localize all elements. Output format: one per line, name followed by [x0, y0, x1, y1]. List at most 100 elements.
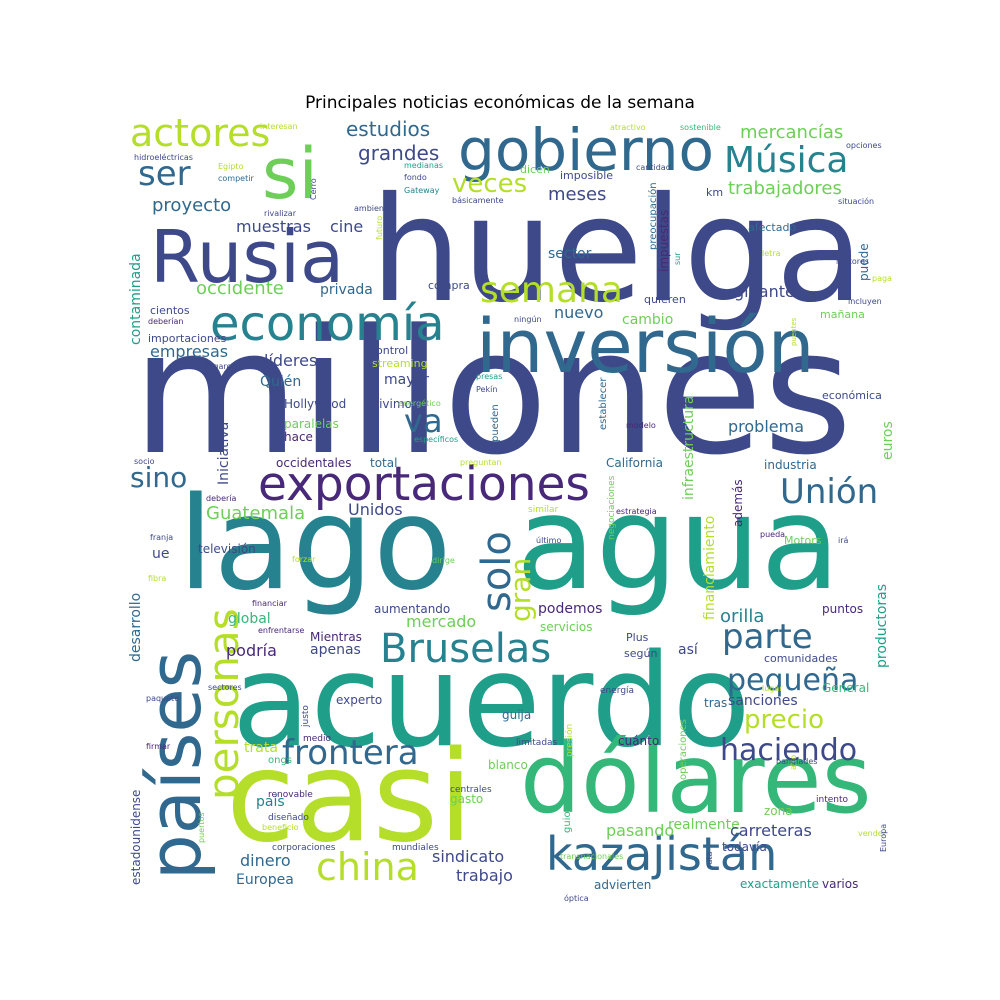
word-107: dicen [520, 163, 550, 176]
word-188: cantidad [636, 163, 671, 172]
word-6: dólares [520, 723, 872, 835]
word-17: solo [474, 531, 520, 612]
word-3: lago [178, 470, 452, 619]
word-193: hidroeléctricas [134, 152, 193, 162]
word-166: debería [206, 494, 237, 503]
word-177: puentes [790, 317, 798, 346]
word-122: puede [857, 243, 871, 281]
word-178: incluyen [848, 297, 882, 306]
word-104: quieren [644, 293, 686, 306]
word-58: podría [226, 641, 277, 660]
word-194: Egipto [218, 162, 244, 171]
word-106: imposible [560, 169, 613, 182]
word-150: lugar [762, 684, 783, 693]
word-99: según [624, 647, 657, 660]
chart-title: Principales noticias económicas de la se… [305, 93, 695, 113]
word-80: occidentales [276, 456, 352, 470]
word-115: estadounidense [129, 790, 143, 885]
word-102: streaming [372, 357, 428, 370]
word-90: guija [502, 708, 531, 722]
word-156: financiar [252, 599, 288, 608]
word-79: total [370, 456, 397, 470]
word-153: firmar [146, 742, 171, 751]
word-69: trata [244, 740, 278, 756]
word-47: empresas [150, 342, 228, 361]
word-138: beneficio [262, 823, 299, 832]
word-29: sino [130, 461, 187, 494]
word-149: banglades [776, 757, 817, 766]
word-100: Plus [626, 631, 649, 644]
word-136: renovable [268, 790, 313, 800]
word-83: aumentando [374, 602, 450, 616]
word-45: nuevo [554, 303, 603, 322]
word-43: privada [320, 282, 373, 298]
word-135: energía [600, 686, 634, 696]
word-62: dinero [240, 851, 291, 870]
word-152: paquete [146, 694, 179, 703]
word-172: Pekín [476, 385, 497, 394]
word-44: gigante [734, 282, 795, 301]
word-82: paralelas [284, 417, 339, 431]
word-192: interesan [260, 122, 298, 131]
word-20: semana [480, 270, 623, 311]
word-1: huelga [370, 166, 864, 335]
word-86: puntos [822, 602, 863, 616]
word-165: irá [838, 536, 849, 545]
word-140: corporaciones [272, 843, 336, 853]
word-155: enfrentarse [258, 626, 304, 635]
word-87: comunidades [764, 652, 838, 665]
word-15: personas [199, 608, 248, 800]
word-151: sectores [208, 683, 242, 692]
word-61: sanciones [728, 693, 798, 709]
word-75: industria [764, 458, 817, 472]
word-139: centrales [450, 785, 492, 795]
word-141: mundiales [392, 843, 439, 853]
word-65: pasando [606, 821, 674, 840]
word-0: millones [132, 292, 853, 493]
word-186: fondo [404, 173, 427, 182]
word-85: Mientras [310, 630, 362, 644]
word-93: gasto [450, 792, 483, 806]
word-119: financiamiento [702, 516, 718, 620]
word-39: muestras [236, 217, 311, 236]
word-98: Motors [784, 534, 822, 547]
word-190: sostenible [680, 123, 721, 132]
word-181: sur [673, 252, 682, 265]
word-11: gobierno [458, 116, 714, 184]
word-162: estrategia [616, 507, 657, 516]
word-55: podemos [538, 601, 602, 617]
word-154: puertos [197, 812, 206, 843]
word-46: cambio [622, 312, 673, 328]
word-145: intento [816, 795, 849, 805]
word-5: casi [226, 723, 473, 870]
word-183: motores [836, 257, 869, 266]
word-84: servicios [540, 620, 593, 634]
word-21: Música [724, 140, 849, 181]
word-14: kazajistán [546, 827, 777, 881]
word-76: California [606, 456, 663, 470]
word-132: medio [303, 734, 332, 744]
word-101: control [370, 344, 408, 357]
word-57: global [228, 611, 271, 627]
word-25: ser [138, 154, 191, 194]
word-143: óptica [564, 893, 589, 903]
word-113: Iniciativa [216, 422, 232, 485]
word-125: establecer [598, 377, 609, 430]
word-131: ongs [268, 755, 292, 766]
word-24: Unión [780, 472, 878, 512]
word-8: Rusia [150, 215, 344, 299]
word-23: parte [722, 617, 813, 657]
word-36: trabajadores [728, 178, 842, 199]
word-105: afectado [748, 221, 796, 234]
word-67: carreteras [730, 821, 812, 840]
word-42: occidente [196, 278, 284, 299]
word-185: Gateway [404, 186, 440, 195]
word-66: realmente [668, 817, 740, 833]
word-109: mañana [820, 308, 865, 321]
word-182: situación [838, 196, 874, 206]
word-50: problema [728, 417, 804, 436]
word-71: todavía [722, 840, 767, 854]
word-103: compra [428, 279, 470, 292]
word-70: país [256, 794, 285, 810]
